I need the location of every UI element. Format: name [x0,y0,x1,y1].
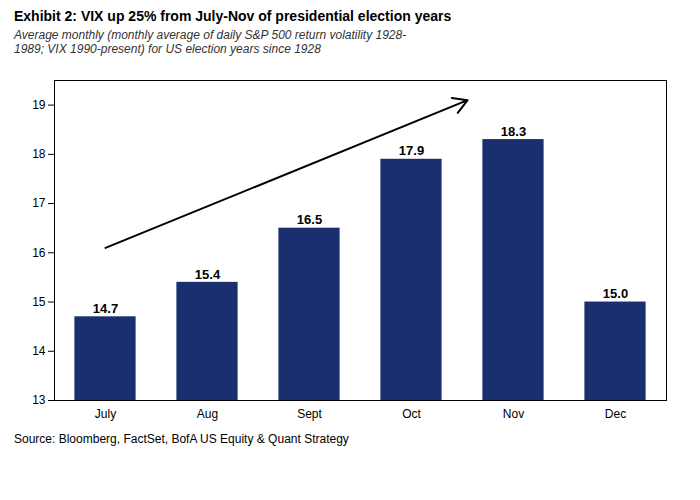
svg-text:Sept: Sept [297,407,322,421]
svg-text:Dec: Dec [605,407,626,421]
svg-text:July: July [95,407,116,421]
svg-text:18: 18 [32,147,46,161]
svg-text:16.5: 16.5 [297,212,322,227]
svg-text:Oct: Oct [402,407,421,421]
html-text:Average monthly (monthly avera: Average monthly (monthly average of dail… [14,28,407,56]
svg-text:17.9: 17.9 [399,143,424,158]
svg-text:15.4: 15.4 [195,267,221,282]
svg-text:18.3: 18.3 [501,124,526,139]
svg-text:14.7: 14.7 [93,301,118,316]
svg-text:15.0: 15.0 [603,286,628,301]
svg-text:19: 19 [32,98,46,112]
svg-text:15: 15 [32,295,46,309]
svg-text:Nov: Nov [503,407,524,421]
html-text:Source: Bloomberg, FactSet, Bo: Source: Bloomberg, FactSet, BofA US Equi… [14,432,349,446]
svg-text:Aug: Aug [197,407,218,421]
svg-text:17: 17 [32,196,46,210]
html-text:Exhibit 2: VIX up 25% from Jul: Exhibit 2: VIX up 25% from July-Nov of p… [14,8,452,24]
svg-text:16: 16 [32,246,46,260]
svg-text:13: 13 [32,393,46,407]
svg-text:14: 14 [32,344,46,358]
